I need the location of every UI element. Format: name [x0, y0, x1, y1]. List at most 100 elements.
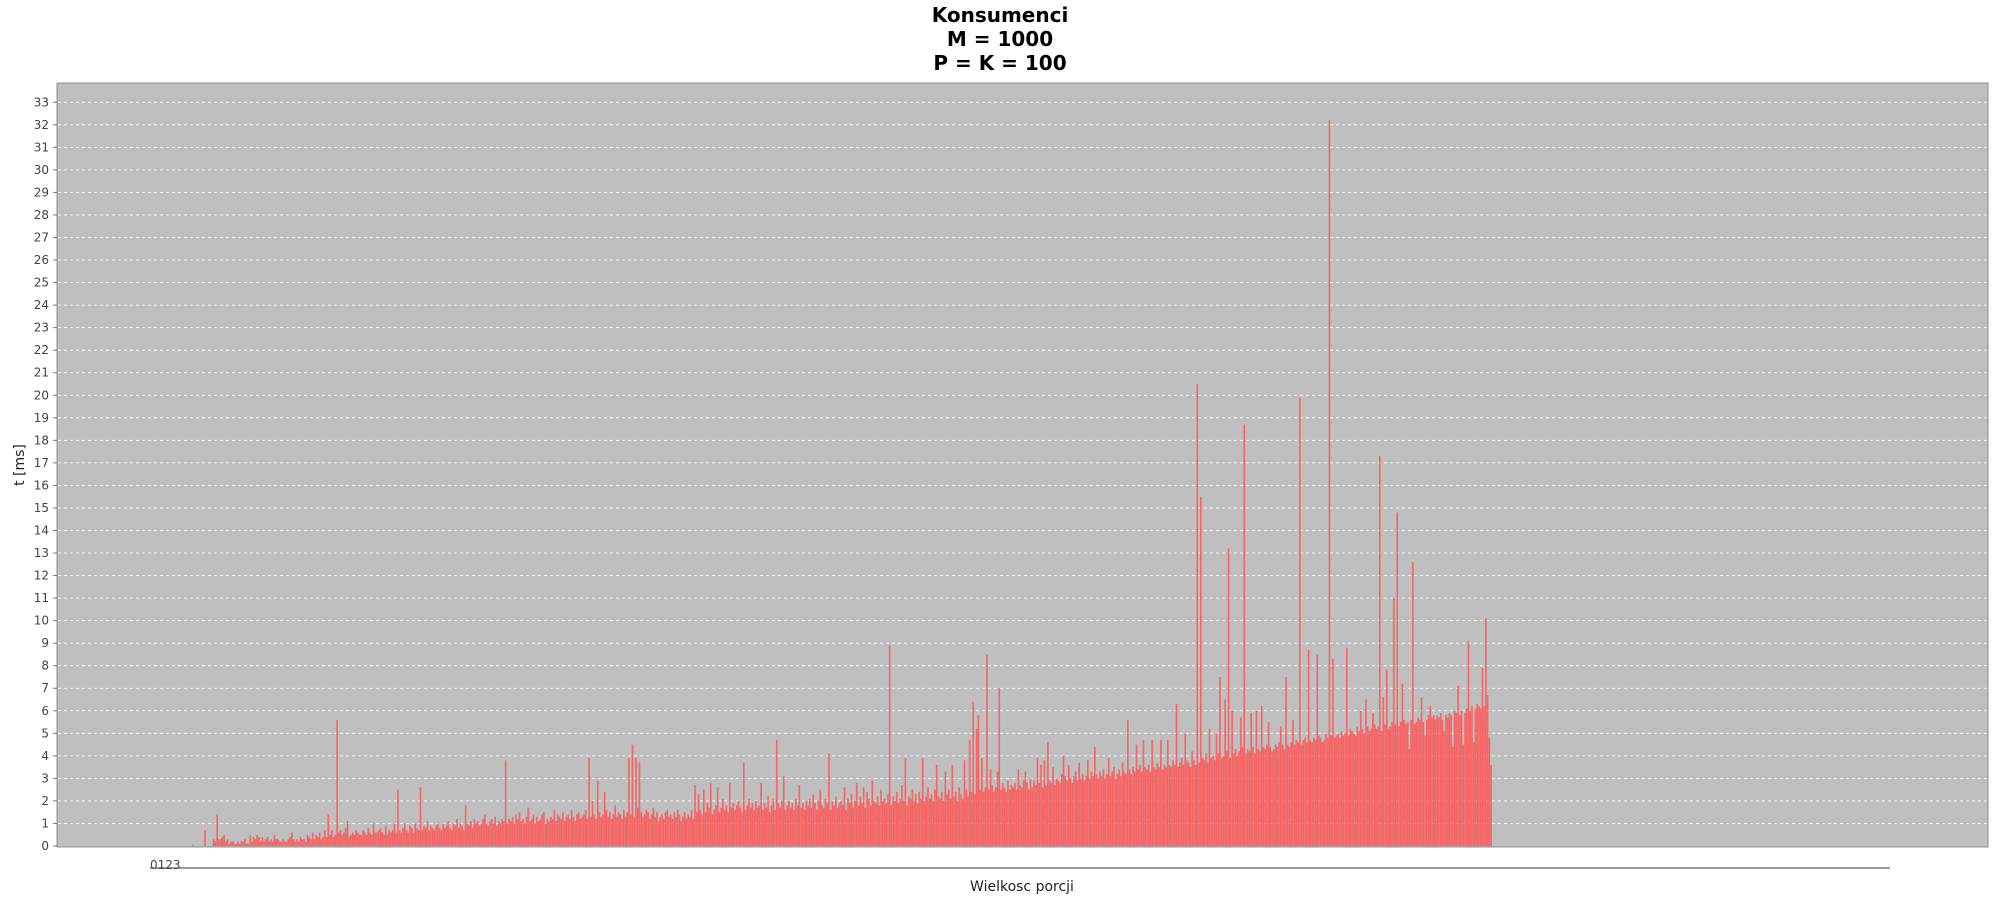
bar — [1443, 731, 1445, 846]
bar — [278, 841, 281, 846]
bar — [789, 807, 792, 846]
bar — [287, 839, 290, 846]
bar — [868, 798, 870, 846]
bar — [746, 805, 749, 846]
bar — [235, 843, 238, 846]
y-tick-label: 4 — [41, 749, 49, 763]
bar — [756, 807, 759, 846]
bar — [972, 701, 974, 846]
x-axis-title: Wielkosc porcji — [970, 879, 1074, 895]
y-tick-label: 32 — [34, 118, 49, 132]
bar — [534, 823, 537, 846]
bar — [569, 818, 571, 846]
bar — [623, 809, 625, 846]
bar — [763, 803, 766, 846]
bar — [616, 816, 618, 846]
bar — [1109, 776, 1112, 846]
bar — [1111, 771, 1114, 846]
bar — [1429, 706, 1432, 846]
bar — [550, 816, 552, 846]
bar — [1100, 776, 1103, 846]
bar — [1347, 735, 1350, 846]
bar — [496, 825, 498, 846]
bar — [525, 816, 528, 846]
bar — [1377, 726, 1379, 846]
bar — [1384, 724, 1386, 846]
bar — [310, 839, 312, 846]
bar — [906, 805, 908, 846]
bar — [942, 800, 945, 846]
bar — [261, 836, 264, 846]
bar — [1464, 713, 1466, 846]
bar — [788, 800, 790, 846]
bar — [1107, 758, 1110, 846]
bar — [815, 809, 818, 846]
bar — [1354, 735, 1357, 846]
bar — [1389, 726, 1392, 846]
bar — [744, 809, 747, 846]
bar — [598, 812, 601, 846]
bar — [1417, 717, 1419, 846]
bar — [737, 800, 740, 846]
bar — [1259, 751, 1261, 846]
bar — [424, 827, 427, 846]
bar — [895, 791, 898, 846]
bar — [624, 816, 627, 846]
bar — [426, 821, 429, 846]
bar — [513, 823, 516, 846]
bar — [523, 823, 526, 846]
bar — [410, 827, 413, 846]
bar — [230, 841, 232, 846]
bar — [1231, 710, 1233, 846]
bar — [652, 807, 655, 846]
bar-series — [191, 120, 1492, 847]
bar — [1166, 740, 1169, 846]
bar — [683, 812, 686, 846]
bar — [786, 805, 789, 846]
bar — [1116, 773, 1119, 846]
bar — [1200, 496, 1202, 846]
bar — [468, 825, 470, 846]
bar — [553, 809, 556, 846]
bar — [466, 823, 469, 846]
bar — [941, 791, 943, 846]
bar — [880, 789, 882, 846]
bar — [556, 814, 559, 846]
bar — [584, 809, 587, 846]
bar — [835, 796, 837, 846]
bar — [348, 836, 351, 846]
bar — [729, 782, 731, 846]
bar — [695, 812, 698, 846]
bar — [1366, 726, 1369, 846]
bar — [1139, 764, 1141, 846]
bar — [649, 818, 651, 846]
bar — [1257, 749, 1260, 846]
bar — [1153, 767, 1155, 846]
bar — [967, 796, 969, 846]
bar — [548, 821, 550, 846]
bar — [518, 812, 521, 846]
bar — [902, 800, 905, 846]
bar — [1026, 782, 1028, 846]
bar — [395, 832, 397, 846]
bar — [1215, 733, 1218, 846]
bar — [558, 816, 561, 846]
bar — [515, 814, 517, 846]
bar — [313, 839, 316, 846]
bar — [315, 834, 318, 846]
bar — [862, 787, 865, 846]
bar — [1434, 719, 1437, 846]
bar — [301, 839, 304, 846]
bar — [357, 832, 359, 846]
bar — [808, 798, 811, 846]
bar — [530, 818, 533, 846]
bar — [1485, 618, 1487, 846]
bar — [329, 834, 331, 846]
bar — [459, 823, 462, 846]
bar — [812, 794, 815, 846]
bar — [252, 836, 255, 846]
bar — [1274, 744, 1277, 846]
bar — [1312, 737, 1315, 846]
bar — [324, 830, 326, 846]
bar — [1302, 740, 1305, 846]
